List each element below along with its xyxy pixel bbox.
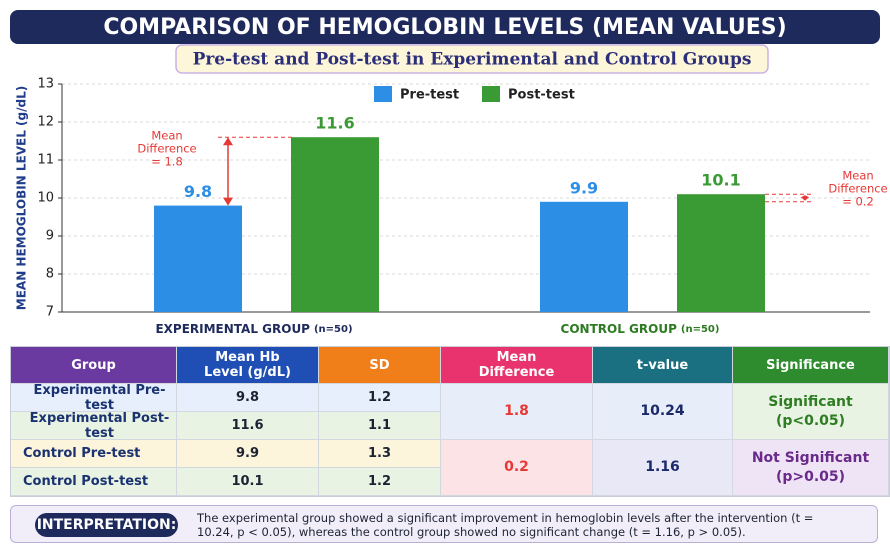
table-cell: 1.1 — [319, 412, 441, 440]
table-cell: Not Significant (p>0.05) — [733, 440, 889, 496]
category-name: EXPERIMENTAL GROUP — [155, 322, 310, 336]
y-tick-label: 11 — [37, 153, 54, 168]
annotation-text: = 0.2 — [842, 195, 874, 209]
table-cell: 1.2 — [319, 468, 441, 496]
table-cell: Experimental Post-test — [11, 411, 177, 441]
y-tick-label: 7 — [46, 305, 54, 320]
category-note: (n=50) — [681, 324, 720, 335]
table-cell: 1.2 — [319, 384, 441, 412]
y-tick-label: 12 — [37, 115, 54, 130]
table-cell: 1.8 — [441, 384, 593, 440]
interpretation-text: The experimental group showed a signific… — [197, 511, 814, 539]
table-cell: Group — [11, 347, 177, 384]
legend-swatch — [482, 86, 500, 102]
table-cell: Mean Hb Level (g/dL) — [177, 347, 319, 384]
x-tick-label: EXPERIMENTAL GROUP (n=50) — [155, 322, 352, 336]
bar — [291, 137, 379, 312]
significance-text: Significant — [768, 393, 853, 410]
y-tick-label: 13 — [37, 77, 54, 92]
value-label: 11.6 — [315, 114, 354, 133]
table-cell: Experimental Pre-test — [11, 383, 177, 413]
title-bar — [10, 10, 880, 44]
table-cell: Mean Difference — [441, 347, 593, 384]
significance-text: (p>0.05) — [775, 468, 846, 485]
table-cell: 9.8 — [177, 384, 319, 412]
table-cell: 1.3 — [319, 440, 441, 468]
table-cell: SD — [319, 347, 441, 384]
arrow-head — [801, 195, 809, 201]
annotation-text: = 1.8 — [151, 155, 183, 169]
bar — [540, 201, 628, 312]
y-axis-label: MEAN HEMOGLOBIN LEVEL (g/dL) — [15, 86, 29, 310]
significance-text: Not Significant — [751, 449, 870, 466]
chart-subtitle: Pre-test and Post-test in Experimental a… — [193, 50, 752, 70]
table-cell: Control Post-test — [11, 468, 177, 496]
value-label: 9.9 — [570, 178, 598, 197]
interpretation-box: INTERPRETATION: The experimental group s… — [10, 505, 878, 543]
y-tick-label: 10 — [37, 191, 54, 206]
table-cell: 1.16 — [593, 440, 733, 496]
table-cell: Control Pre-test — [11, 440, 177, 468]
table-cell: 10.1 — [177, 468, 319, 496]
bar — [677, 194, 765, 312]
annotation-text: Difference — [137, 142, 196, 156]
annotation-text: Mean — [151, 129, 182, 143]
interpretation-label: INTERPRETATION: — [35, 513, 178, 537]
legend-label: Post-test — [508, 88, 575, 103]
arrow-head — [223, 197, 233, 206]
chart: COMPARISON OF HEMOGLOBIN LEVELS (MEAN VA… — [10, 10, 888, 336]
table-cell: 0.2 — [441, 440, 593, 496]
y-tick-label: 9 — [46, 229, 54, 244]
bar — [154, 205, 242, 312]
category-name: CONTROL GROUP — [561, 322, 678, 336]
value-label: 9.8 — [184, 182, 212, 201]
table-cell: 10.24 — [593, 384, 733, 440]
annotation-text: Mean — [842, 169, 873, 183]
chart-title: COMPARISON OF HEMOGLOBIN LEVELS (MEAN VA… — [103, 15, 786, 40]
table-cell: Significance — [733, 347, 889, 384]
value-label: 10.1 — [701, 171, 740, 190]
x-tick-label: CONTROL GROUP (n=50) — [561, 322, 720, 336]
summary-table: Group Mean Hb Level (g/dL) SD Mean Differen… — [10, 346, 890, 497]
table-cell: 9.9 — [177, 440, 319, 468]
category-note: (n=50) — [314, 324, 353, 335]
legend-label: Pre-test — [400, 88, 459, 103]
table-cell: Significant (p<0.05) — [733, 384, 889, 440]
significance-text: (p<0.05) — [775, 412, 846, 429]
table-cell: 11.6 — [177, 412, 319, 440]
arrow-head — [223, 137, 233, 146]
legend-swatch — [374, 86, 392, 102]
annotation-text: Difference — [828, 182, 887, 196]
y-tick-label: 8 — [46, 267, 54, 282]
table-cell: t-value — [593, 347, 733, 384]
subtitle-box — [175, 44, 769, 74]
